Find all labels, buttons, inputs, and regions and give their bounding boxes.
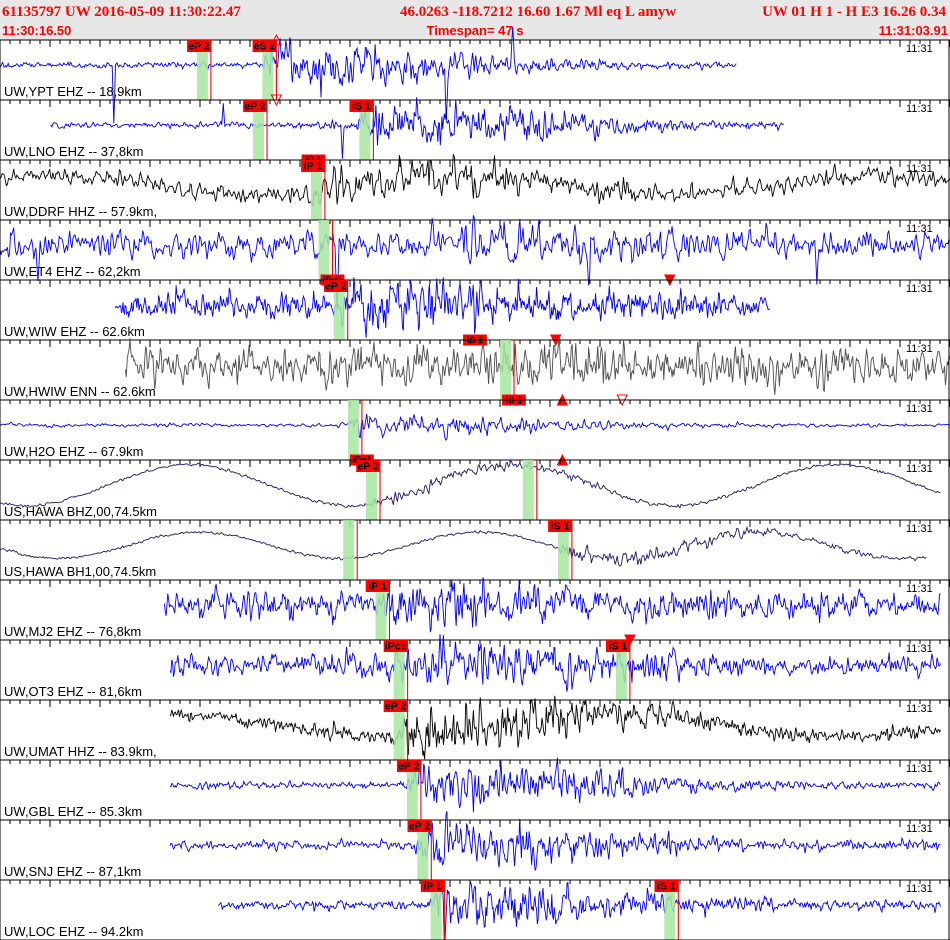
svg-text:UW,SNJ EHZ -- 87,1km: UW,SNJ EHZ -- 87,1km [4,864,141,879]
svg-text:iS 1: iS 1 [551,521,570,533]
svg-text:iP 1: iP 1 [368,581,387,593]
svg-text:UW,H2O EHZ -- 67.9km: UW,H2O EHZ -- 67.9km [4,444,143,459]
svg-text:eP 2: eP 2 [409,821,431,833]
svg-text:11:31:03.91: 11:31:03.91 [879,23,948,38]
svg-text:UW,WIW EHZ -- 62.6km: UW,WIW EHZ -- 62.6km [4,324,145,339]
svg-text:iS 1: iS 1 [609,641,628,653]
svg-text:11:31: 11:31 [906,43,933,55]
svg-text:11:30:16.50: 11:30:16.50 [2,23,71,38]
svg-text:US,HAWA BHZ,00,74.5km: US,HAWA BHZ,00,74.5km [4,504,157,519]
svg-text:eP 2: eP 2 [188,41,210,53]
svg-text:11:31: 11:31 [906,523,933,535]
svg-text:11:31: 11:31 [906,583,933,595]
svg-text:UW,LOC EHZ -- 94.2km: UW,LOC EHZ -- 94.2km [4,924,143,939]
svg-text:Timespan= 47 s: Timespan= 47 s [427,23,524,38]
svg-text:11:31: 11:31 [906,343,933,355]
svg-text:UW,MJ2 EHZ -- 76,8km: UW,MJ2 EHZ -- 76,8km [4,624,141,639]
svg-text:US,HAWA BH1,00,74.5km: US,HAWA BH1,00,74.5km [4,564,156,579]
svg-text:UW,DDRF HHZ -- 57.9km,: UW,DDRF HHZ -- 57.9km, [4,204,157,219]
svg-text:eP 2: eP 2 [325,281,347,293]
svg-text:iS 1: iS 1 [352,101,371,113]
svg-text:eP 2: eP 2 [357,461,379,473]
svg-text:61135797 UW 2016-05-09 11:30:2: 61135797 UW 2016-05-09 11:30:22.47 [2,4,241,20]
svg-text:UW,GBL EHZ -- 85.3km: UW,GBL EHZ -- 85.3km [4,804,142,819]
svg-text:11:31: 11:31 [906,883,933,895]
svg-text:UW 01 H 1 - H E3 16.26 0: UW 01 H 1 - H E3 16.26 0.34 [762,4,946,20]
svg-text:46.0263 -118.7212 16.60 1.67: 46.0263 -118.7212 16.60 1.67 Ml eq L amy… [400,4,676,20]
svg-text:UW,YPT EHZ -- 18,9km: UW,YPT EHZ -- 18,9km [4,84,142,99]
svg-text:11:31: 11:31 [906,763,933,775]
svg-text:UW,ET4 EHZ -- 62,2km: UW,ET4 EHZ -- 62,2km [4,264,141,279]
svg-text:11:31: 11:31 [906,283,933,295]
svg-text:iS 1: iS 1 [657,881,676,893]
svg-text:iP 1: iP 1 [423,881,442,893]
svg-text:11:31: 11:31 [906,823,933,835]
svg-text:eP 2: eP 2 [385,701,407,713]
svg-text:11:31: 11:31 [906,163,933,175]
svg-text:eP 2: eP 2 [398,761,420,773]
svg-text:11:31: 11:31 [906,463,933,475]
svg-text:11:31: 11:31 [906,643,933,655]
svg-text:iP 1: iP 1 [304,161,323,173]
svg-text:UW,OT3 EHZ -- 81,6km: UW,OT3 EHZ -- 81,6km [4,684,142,699]
svg-text:11:31: 11:31 [906,703,933,715]
svg-text:UW,LNO EHZ -- 37,8km: UW,LNO EHZ -- 37,8km [4,144,143,159]
svg-text:UW,HWIW ENN -- 62.6km: UW,HWIW ENN -- 62.6km [4,384,156,399]
svg-text:UW,UMAT HHZ -- 83.9km,: UW,UMAT HHZ -- 83.9km, [4,744,157,759]
svg-text:11:31: 11:31 [906,103,933,115]
svg-text:11:31: 11:31 [906,223,933,235]
svg-text:eP 2: eP 2 [244,101,266,113]
svg-text:iPc1: iPc1 [385,641,407,653]
svg-text:11:31: 11:31 [906,403,933,415]
